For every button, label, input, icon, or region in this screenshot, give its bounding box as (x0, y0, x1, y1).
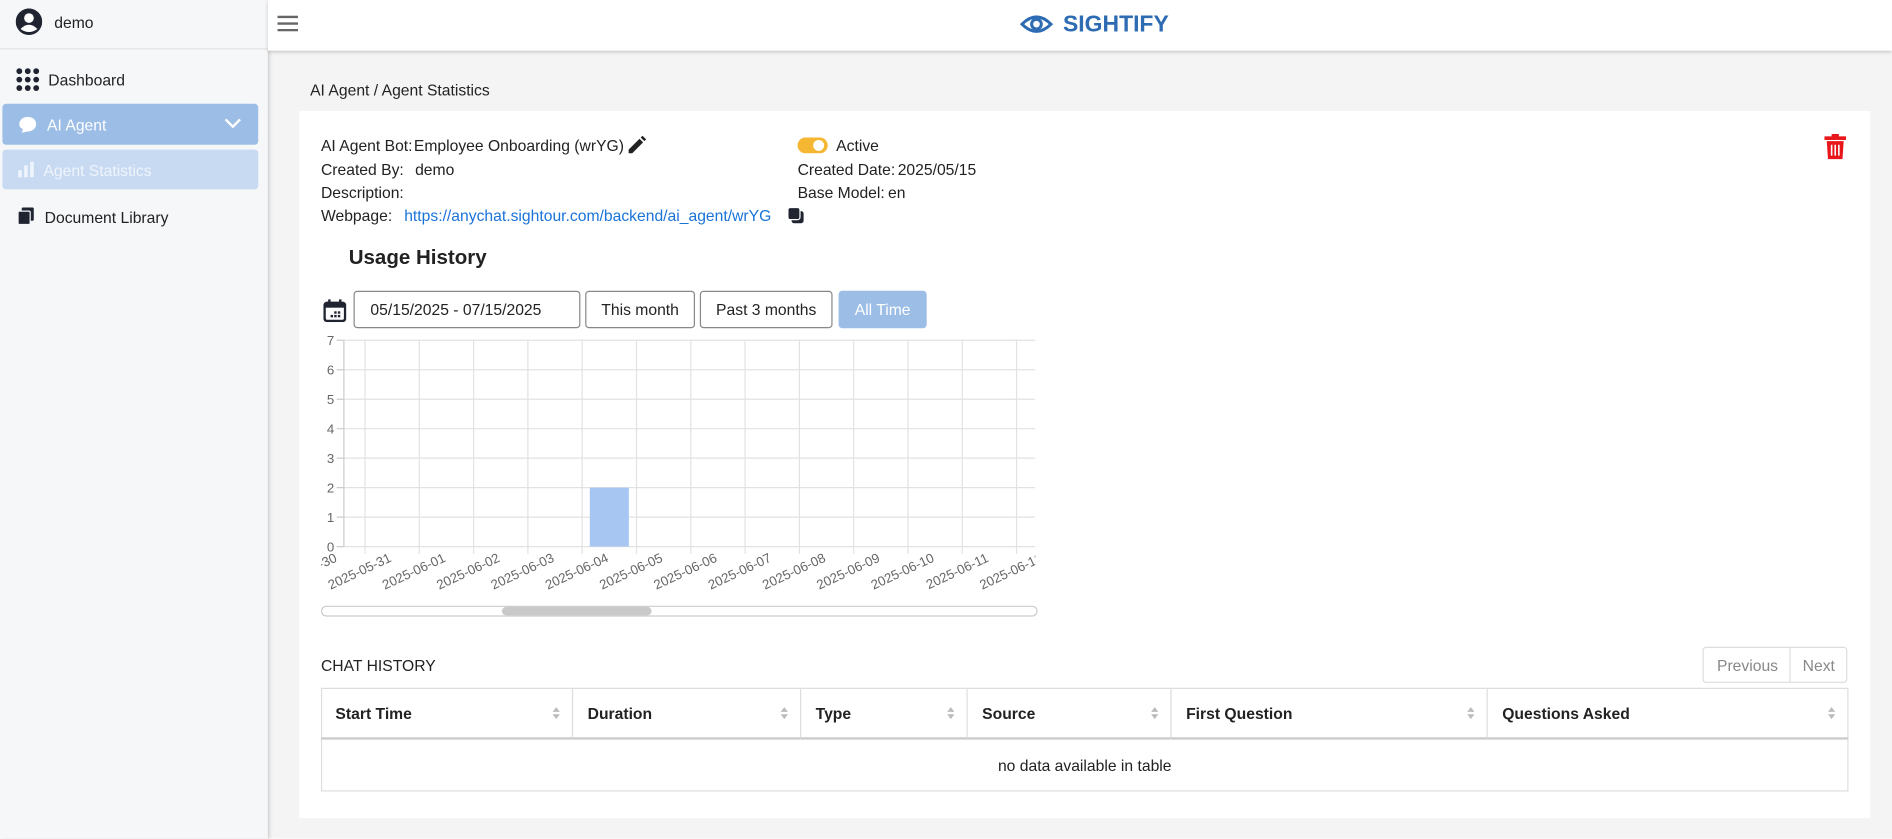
label: Base Model: (797, 183, 885, 202)
dashboard-icon (16, 68, 40, 91)
created-by: demo (415, 160, 455, 179)
pager: Previous Next (1702, 646, 1848, 683)
menu-toggle[interactable] (277, 15, 299, 32)
chevron (224, 118, 241, 129)
breadcrumb: AI Agent / Agent Statistics (310, 80, 490, 99)
label: AI Agent Bot: (320, 136, 413, 155)
status-toggle[interactable] (797, 137, 828, 154)
toggle-knob (813, 139, 825, 151)
agent-card (299, 111, 1871, 819)
chat-icon (19, 117, 37, 133)
section-title: Usage History (348, 246, 487, 270)
status: Active (836, 136, 879, 155)
edit-icon[interactable] (626, 135, 647, 156)
column-header[interactable]: Source (968, 688, 1172, 739)
scroll-thumb[interactable] (501, 606, 652, 616)
nav-item: Agent Statistics (43, 161, 152, 180)
y-tick-label: 4 (327, 422, 334, 437)
document-icon (18, 207, 34, 226)
filter-button-active[interactable]: All Time (838, 290, 927, 329)
base-model: en (888, 183, 906, 202)
y-tick-label: 5 (327, 392, 334, 407)
y-tick-label: 7 (327, 333, 334, 348)
webpage-link[interactable]: https://anychat.sightour.com/backend/ai_… (404, 206, 772, 225)
sort-icon (1827, 707, 1836, 720)
nav-active[interactable]: AI Agent (2, 103, 259, 145)
brand: SIGHTIFY (1063, 12, 1169, 38)
column-header[interactable]: First Question (1172, 688, 1488, 739)
nav-item[interactable]: Document Library (44, 208, 169, 227)
sort-icon (552, 707, 560, 720)
stats-icon (18, 161, 34, 178)
y-tick-label: 0 (327, 539, 334, 554)
section-title: CHAT HISTORY (320, 656, 436, 675)
divider (0, 48, 268, 50)
column-header[interactable]: Start Time (321, 688, 574, 739)
usage-chart: 2025-05-302025-05-312025-06-012025-06-02… (321, 333, 1036, 592)
top-bar: SIGHTIFY (267, 0, 1892, 51)
sidebar: demo Dashboard AI Agent Agent Statistics… (0, 0, 268, 839)
logo-icon (1019, 15, 1054, 33)
bar (589, 487, 629, 547)
y-tick-label: 3 (327, 451, 334, 466)
sort-icon (780, 707, 788, 720)
column-header[interactable]: Duration (573, 688, 802, 739)
calendar-icon[interactable] (323, 299, 347, 323)
filter-button[interactable]: This month (585, 290, 696, 329)
date-range-input[interactable]: 05/15/2025 - 07/15/2025 (353, 290, 581, 329)
label: Created Date: (797, 160, 896, 179)
pager-divider (1789, 647, 1791, 682)
user-name: demo (54, 13, 94, 32)
scrollbar[interactable] (320, 605, 1038, 617)
y-tick-label: 1 (327, 510, 334, 525)
copy-icon[interactable] (787, 206, 805, 224)
label: Description: (320, 183, 404, 202)
pager-previous[interactable]: Previous (1716, 656, 1779, 675)
bot-name: Employee Onboarding (wrYG) (413, 136, 624, 155)
pager-next[interactable]: Next (1802, 656, 1835, 675)
sort-icon (1467, 707, 1475, 720)
nav-item[interactable]: Dashboard (48, 71, 126, 90)
chat-table (320, 687, 1849, 792)
created-date: 2025/05/15 (897, 160, 977, 179)
nav-item: AI Agent (47, 115, 107, 134)
sort-icon (947, 707, 955, 720)
column-header[interactable]: Type (801, 688, 968, 739)
label: Created By: (320, 160, 404, 179)
label: Webpage: (320, 206, 393, 225)
empty-message: no data available in table (997, 756, 1172, 775)
delete-icon[interactable] (1824, 133, 1847, 160)
nav-sub-active[interactable]: Agent Statistics (2, 149, 259, 190)
header-rule (320, 737, 1849, 740)
y-tick-label: 2 (327, 480, 334, 495)
sort-icon (1151, 707, 1159, 720)
y-tick-label: 6 (327, 363, 334, 378)
user-icon (15, 8, 43, 35)
filter-button[interactable]: Past 3 months (699, 290, 833, 329)
column-header[interactable]: Questions Asked (1488, 689, 1848, 738)
